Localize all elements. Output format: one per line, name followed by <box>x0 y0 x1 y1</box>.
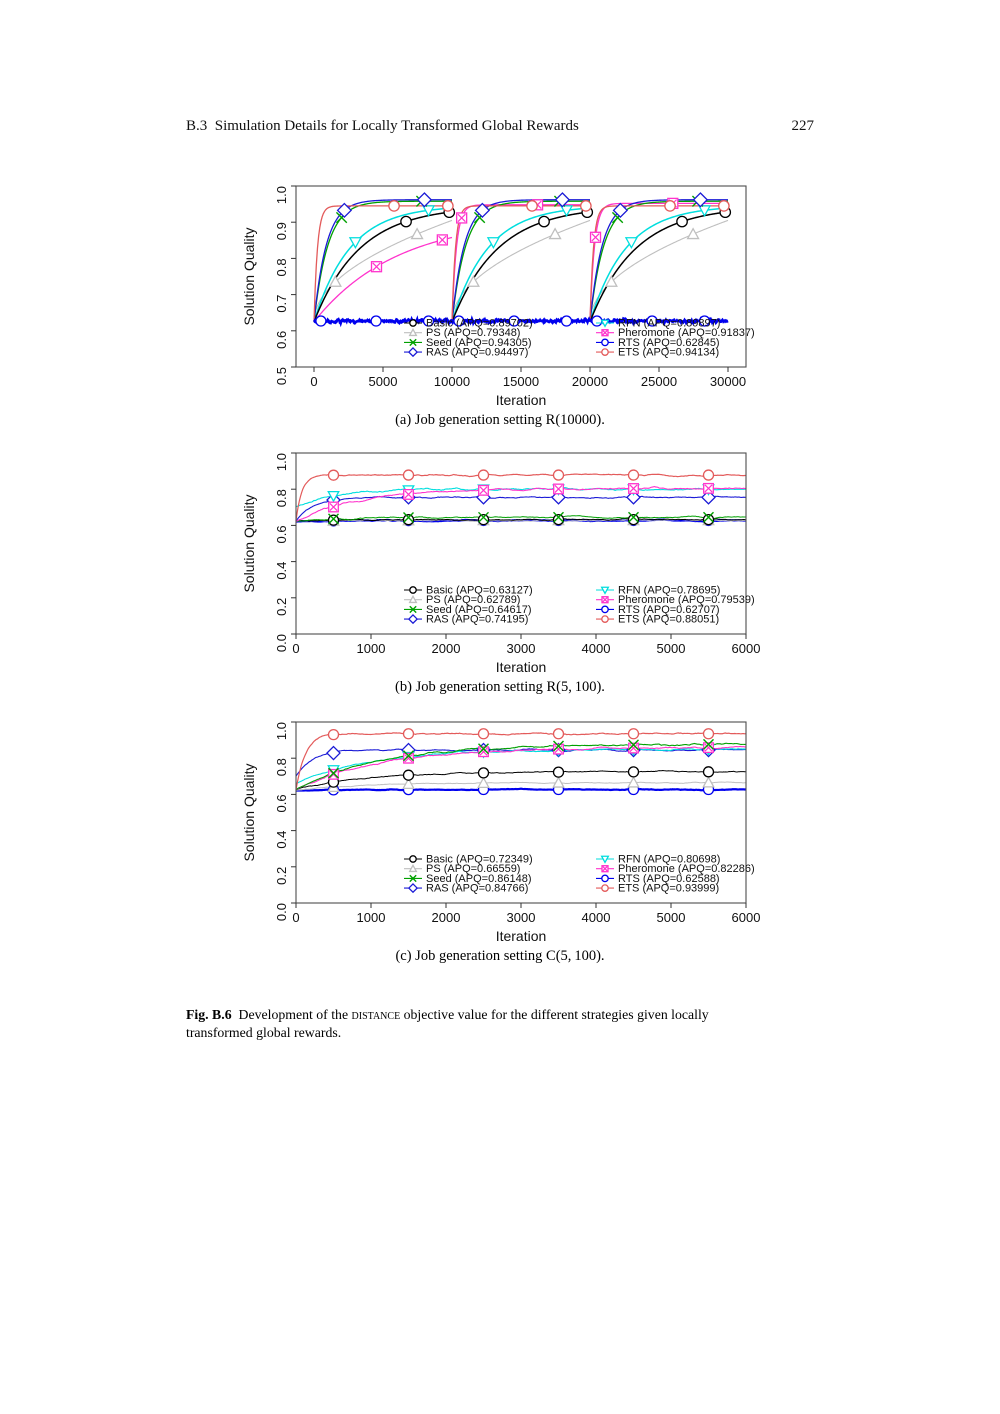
svg-text:0.4: 0.4 <box>274 562 289 580</box>
svg-text:25000: 25000 <box>641 374 677 389</box>
svg-text:1.0: 1.0 <box>274 722 289 740</box>
svg-text:1000: 1000 <box>357 641 386 656</box>
svg-text:4000: 4000 <box>582 641 611 656</box>
svg-text:Solution Quality: Solution Quality <box>241 494 257 592</box>
svg-text:0.0: 0.0 <box>274 634 289 652</box>
svg-text:0.7: 0.7 <box>274 295 289 313</box>
svg-text:0.0: 0.0 <box>274 903 289 921</box>
svg-text:0.2: 0.2 <box>274 867 289 885</box>
svg-text:0.6: 0.6 <box>274 331 289 349</box>
svg-text:10000: 10000 <box>434 374 470 389</box>
svg-text:30000: 30000 <box>710 374 746 389</box>
svg-text:Solution Quality: Solution Quality <box>241 763 257 861</box>
svg-text:Iteration: Iteration <box>496 928 547 941</box>
svg-text:4000: 4000 <box>582 910 611 925</box>
svg-text:0: 0 <box>310 374 317 389</box>
svg-text:15000: 15000 <box>503 374 539 389</box>
svg-text:5000: 5000 <box>657 910 686 925</box>
svg-text:0.9: 0.9 <box>274 222 289 240</box>
svg-text:2000: 2000 <box>432 641 461 656</box>
svg-text:6000: 6000 <box>732 641 761 656</box>
svg-text:0.8: 0.8 <box>274 489 289 507</box>
svg-text:6000: 6000 <box>732 910 761 925</box>
svg-text:0.4: 0.4 <box>274 831 289 849</box>
svg-text:20000: 20000 <box>572 374 608 389</box>
svg-text:0.8: 0.8 <box>274 758 289 776</box>
svg-text:0.2: 0.2 <box>274 598 289 616</box>
svg-text:0.6: 0.6 <box>274 794 289 812</box>
svg-text:ETS (APQ=0.88051): ETS (APQ=0.88051) <box>618 614 719 626</box>
svg-text:5000: 5000 <box>369 374 398 389</box>
svg-text:0.6: 0.6 <box>274 525 289 543</box>
svg-text:3000: 3000 <box>507 910 536 925</box>
svg-text:5000: 5000 <box>657 641 686 656</box>
svg-text:1.0: 1.0 <box>274 453 289 471</box>
svg-text:1000: 1000 <box>357 910 386 925</box>
svg-text:0: 0 <box>292 641 299 656</box>
svg-text:1.0: 1.0 <box>274 186 289 204</box>
svg-text:0.5: 0.5 <box>274 367 289 385</box>
svg-text:Iteration: Iteration <box>496 659 547 672</box>
svg-text:RAS (APQ=0.74195): RAS (APQ=0.74195) <box>426 614 528 626</box>
svg-text:Solution Quality: Solution Quality <box>241 227 257 325</box>
svg-text:3000: 3000 <box>507 641 536 656</box>
svg-text:ETS (APQ=0.94134): ETS (APQ=0.94134) <box>618 347 719 359</box>
svg-text:0: 0 <box>292 910 299 925</box>
svg-text:2000: 2000 <box>432 910 461 925</box>
svg-text:RAS (APQ=0.94497): RAS (APQ=0.94497) <box>426 347 528 359</box>
svg-text:Iteration: Iteration <box>496 392 547 405</box>
svg-text:0.8: 0.8 <box>274 258 289 276</box>
svg-text:ETS (APQ=0.93999): ETS (APQ=0.93999) <box>618 883 719 895</box>
svg-text:RAS (APQ=0.84766): RAS (APQ=0.84766) <box>426 883 528 895</box>
